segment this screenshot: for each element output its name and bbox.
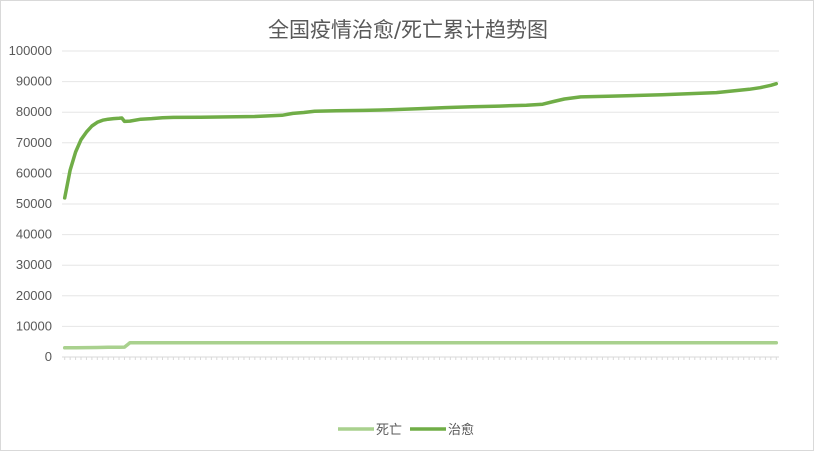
x-axis <box>62 356 779 360</box>
y-tick-label: 70000 <box>16 135 52 150</box>
y-tick-label: 90000 <box>16 74 52 89</box>
y-tick-label: 30000 <box>16 257 52 272</box>
y-tick-label: 0 <box>45 349 52 364</box>
legend: 死亡 治愈 <box>338 423 474 438</box>
series-line-死亡 <box>62 341 779 350</box>
series-lines <box>62 81 779 350</box>
series-line-治愈 <box>62 81 779 200</box>
chart-title: 全国疫情治愈/死亡累计趋势图 <box>267 18 549 42</box>
legend-label: 死亡 <box>376 423 402 438</box>
y-tick-label: 100000 <box>9 43 52 58</box>
y-tick-label: 40000 <box>16 227 52 242</box>
legend-label: 治愈 <box>448 423 474 438</box>
y-tick-label: 80000 <box>16 104 52 119</box>
y-tick-label: 50000 <box>16 196 52 211</box>
y-tick-label: 20000 <box>16 288 52 303</box>
y-axis: 0 10000 20000 30000 40000 50000 60000 70000 8000… <box>9 43 52 364</box>
y-tick-label: 10000 <box>16 318 52 333</box>
y-tick-label: 60000 <box>16 165 52 180</box>
gridlines <box>62 50 779 358</box>
